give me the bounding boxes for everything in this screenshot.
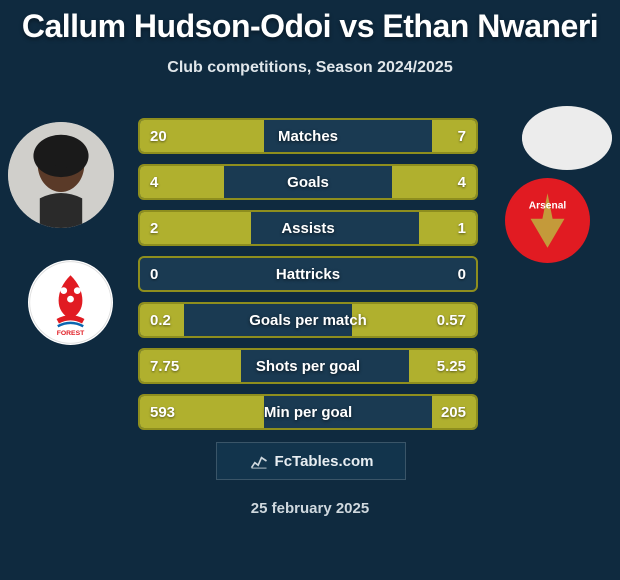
player-left-photo	[8, 122, 114, 228]
svg-text:FOREST: FOREST	[57, 330, 85, 337]
stat-row: 4Goals4	[138, 164, 478, 200]
club-badge-right: Arsenal	[505, 178, 590, 263]
chart-icon	[249, 451, 269, 471]
club-badge-left: FOREST	[28, 260, 113, 345]
stat-value-right: 4	[458, 174, 466, 191]
stat-row: 20Matches7	[138, 118, 478, 154]
stat-label: Goals per match	[140, 312, 476, 329]
stat-value-right: 7	[458, 128, 466, 145]
player-right-photo	[522, 106, 612, 170]
svg-text:Arsenal: Arsenal	[529, 201, 567, 212]
stat-row: 593Min per goal205	[138, 394, 478, 430]
stat-row: 0.2Goals per match0.57	[138, 302, 478, 338]
comparison-date: 25 february 2025	[0, 500, 620, 517]
stat-value-right: 5.25	[437, 358, 466, 375]
stat-value-right: 0	[458, 266, 466, 283]
comparison-subtitle: Club competitions, Season 2024/2025	[0, 59, 620, 77]
stat-row: 7.75Shots per goal5.25	[138, 348, 478, 384]
stat-label: Hattricks	[140, 266, 476, 283]
stat-row: 2Assists1	[138, 210, 478, 246]
stat-value-right: 205	[441, 404, 466, 421]
stat-label: Goals	[140, 174, 476, 191]
stat-label: Shots per goal	[140, 358, 476, 375]
stat-label: Matches	[140, 128, 476, 145]
watermark: FcTables.com	[216, 442, 406, 480]
stats-container: 20Matches7 4Goals4 2Assists1 0Hattricks0 0.2…	[138, 118, 478, 440]
stat-label: Min per goal	[140, 404, 476, 421]
stat-value-right: 0.57	[437, 312, 466, 329]
stat-value-right: 1	[458, 220, 466, 237]
stat-row: 0Hattricks0	[138, 256, 478, 292]
stat-label: Assists	[140, 220, 476, 237]
watermark-text: FcTables.com	[275, 453, 374, 470]
comparison-title: Callum Hudson-Odoi vs Ethan Nwaneri	[0, 0, 620, 45]
